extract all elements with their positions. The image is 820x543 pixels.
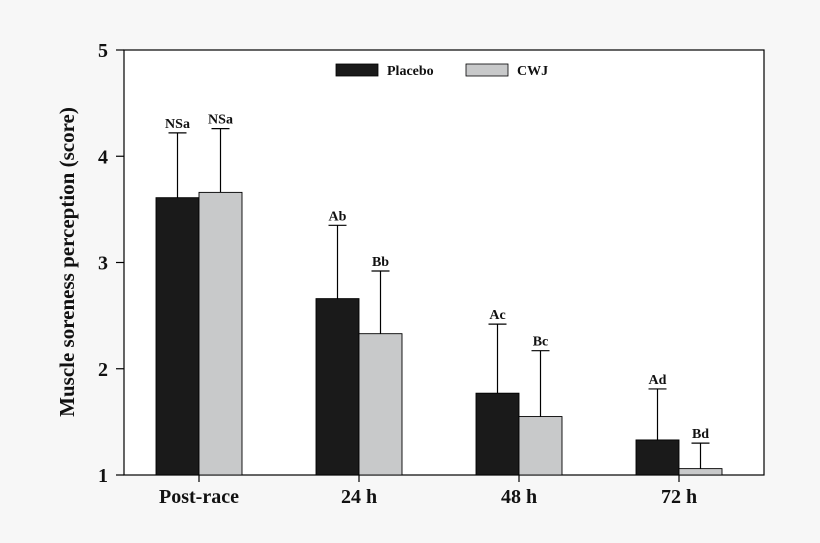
y-axis-label: Muscle soreness perception (score) <box>55 107 79 417</box>
bar-cwj-24-h <box>358 333 403 476</box>
bar-placebo-48-h <box>475 392 520 476</box>
significance-label-placebo-24-h: Ab <box>329 209 347 224</box>
significance-label-placebo-post-race: NSa <box>165 117 190 132</box>
y-tick-label-3: 3 <box>98 253 108 275</box>
bar-placebo-24-h <box>315 298 360 476</box>
y-tick-label-5: 5 <box>98 40 108 62</box>
y-tick-label-1: 1 <box>98 465 108 487</box>
significance-label-cwj-post-race: NSa <box>208 113 233 128</box>
legend-swatch-placebo <box>335 63 379 77</box>
legend-label-placebo: Placebo <box>387 64 434 79</box>
y-tick-label-2: 2 <box>98 359 108 381</box>
significance-label-cwj-72-h: Bd <box>692 427 709 442</box>
x-tick-label-72-h: 72 h <box>661 486 697 508</box>
x-tick-label-post-race: Post-race <box>159 486 239 508</box>
x-tick-label-48-h: 48 h <box>501 486 537 508</box>
bar-cwj-post-race <box>198 191 243 476</box>
bar-cwj-72-h <box>678 468 723 476</box>
bar-placebo-post-race <box>155 197 200 476</box>
bar-placebo-72-h <box>635 439 680 476</box>
significance-label-placebo-48-h: Ac <box>489 308 505 323</box>
significance-label-placebo-72-h: Ad <box>649 373 667 388</box>
x-tick-label-24-h: 24 h <box>341 486 377 508</box>
significance-label-cwj-48-h: Bc <box>533 335 549 350</box>
bars-layer: NSa NSa Ab Bb Ac Bc Ad Bd <box>155 113 723 476</box>
legend-swatch-cwj <box>465 63 509 77</box>
legend: Placebo CWJ <box>335 63 548 79</box>
axes-layer: 1 2 3 4 5 Post-race 24 h 48 h 72 h <box>98 40 697 508</box>
bar-cwj-48-h <box>518 416 563 476</box>
legend-label-cwj: CWJ <box>517 64 548 79</box>
significance-label-cwj-24-h: Bb <box>372 255 389 270</box>
y-tick-label-4: 4 <box>98 146 108 168</box>
